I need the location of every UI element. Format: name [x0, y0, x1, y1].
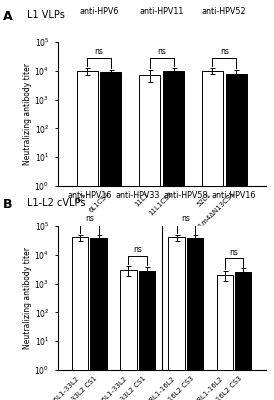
Bar	[226, 74, 247, 400]
Text: anti-HPV16: anti-HPV16	[212, 191, 256, 200]
Y-axis label: Neutralizing antibody titer: Neutralizing antibody titer	[22, 247, 32, 349]
Text: ns: ns	[220, 47, 229, 56]
Bar	[202, 71, 223, 400]
Text: ns: ns	[95, 47, 104, 56]
Text: ns: ns	[85, 214, 94, 223]
Text: A: A	[3, 10, 12, 23]
Y-axis label: Neutralizing antibody titer: Neutralizing antibody titer	[22, 63, 32, 165]
Bar	[217, 275, 233, 400]
Text: ns: ns	[157, 47, 166, 56]
Bar	[235, 272, 251, 400]
Bar	[163, 71, 184, 400]
Text: B: B	[3, 198, 12, 211]
Bar	[187, 238, 203, 400]
Text: anti-HPV11: anti-HPV11	[139, 7, 184, 16]
Bar	[139, 271, 155, 400]
Text: anti-HPV6: anti-HPV6	[79, 7, 119, 16]
Bar	[169, 238, 185, 400]
Text: L1 VLPs: L1 VLPs	[27, 10, 65, 20]
Text: ns: ns	[133, 245, 142, 254]
Bar	[100, 72, 121, 400]
Text: anti-HPV16: anti-HPV16	[67, 191, 112, 200]
Text: L1-L2 cVLPs: L1-L2 cVLPs	[27, 198, 86, 208]
Bar	[139, 75, 160, 400]
Bar	[77, 71, 98, 400]
Bar	[90, 238, 107, 400]
Text: anti-HPV52: anti-HPV52	[202, 7, 247, 16]
Bar	[72, 238, 89, 400]
Bar	[120, 270, 136, 400]
Text: ns: ns	[181, 214, 190, 223]
Text: anti-HPV33: anti-HPV33	[115, 191, 160, 200]
Text: anti-HPV58: anti-HPV58	[164, 191, 208, 200]
Text: ns: ns	[229, 248, 238, 257]
